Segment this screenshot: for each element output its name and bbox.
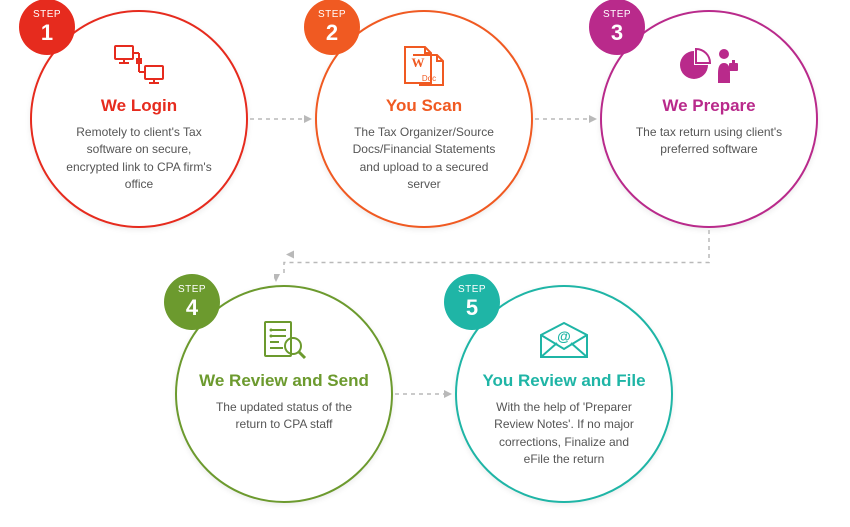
step-word: STEP [33, 10, 61, 20]
step-number: 5 [466, 297, 478, 319]
step-word: STEP [318, 10, 346, 20]
svg-text:Doc: Doc [422, 74, 436, 83]
computers-network-icon [54, 42, 224, 90]
connector-arrow [535, 113, 598, 125]
step-circle-1: STEP 1 We Login Remotely to cl [30, 10, 248, 228]
email-at-icon: @ [479, 317, 649, 365]
connector-arrow [395, 388, 453, 400]
step-desc: The updated status of the return to CPA … [199, 399, 369, 434]
word-doc-icon: W Doc [339, 42, 509, 90]
step-desc: The tax return using client's preferred … [624, 124, 794, 159]
step-badge: STEP 5 [444, 274, 500, 330]
step-badge: STEP 4 [164, 274, 220, 330]
step-title: We Prepare [624, 96, 794, 116]
step-desc: The Tax Organizer/Source Docs/Financial … [339, 124, 509, 194]
step-desc: Remotely to client's Tax software on sec… [54, 124, 224, 194]
step-desc: With the help of 'Preparer Review Notes'… [479, 399, 649, 469]
step-word: STEP [178, 285, 206, 295]
step-title: We Review and Send [199, 371, 369, 391]
step-number: 2 [326, 22, 338, 44]
step-circle-5: STEP 5 @ You Review and File With the he… [455, 285, 673, 503]
connector-arrow [250, 113, 313, 125]
svg-text:@: @ [557, 328, 571, 344]
step-badge: STEP 1 [19, 0, 75, 55]
connector-arrow [274, 230, 719, 283]
step-circle-3: STEP 3 We Prepare The tax return using c… [600, 10, 818, 228]
step-title: You Scan [339, 96, 509, 116]
step-word: STEP [458, 285, 486, 295]
step-word: STEP [603, 10, 631, 20]
step-circle-2: STEP 2 W Doc You Scan The Tax Organizer/… [315, 10, 533, 228]
step-number: 1 [41, 22, 53, 44]
step-circle-4: STEP 4 We Review and Send The updated st… [175, 285, 393, 503]
step-badge: STEP 3 [589, 0, 645, 55]
doc-magnify-icon [199, 317, 369, 365]
svg-text:W: W [412, 55, 425, 70]
step-badge: STEP 2 [304, 0, 360, 55]
step-number: 4 [186, 297, 198, 319]
step-title: You Review and File [479, 371, 649, 391]
pie-person-icon [624, 42, 794, 90]
step-number: 3 [611, 22, 623, 44]
step-title: We Login [54, 96, 224, 116]
